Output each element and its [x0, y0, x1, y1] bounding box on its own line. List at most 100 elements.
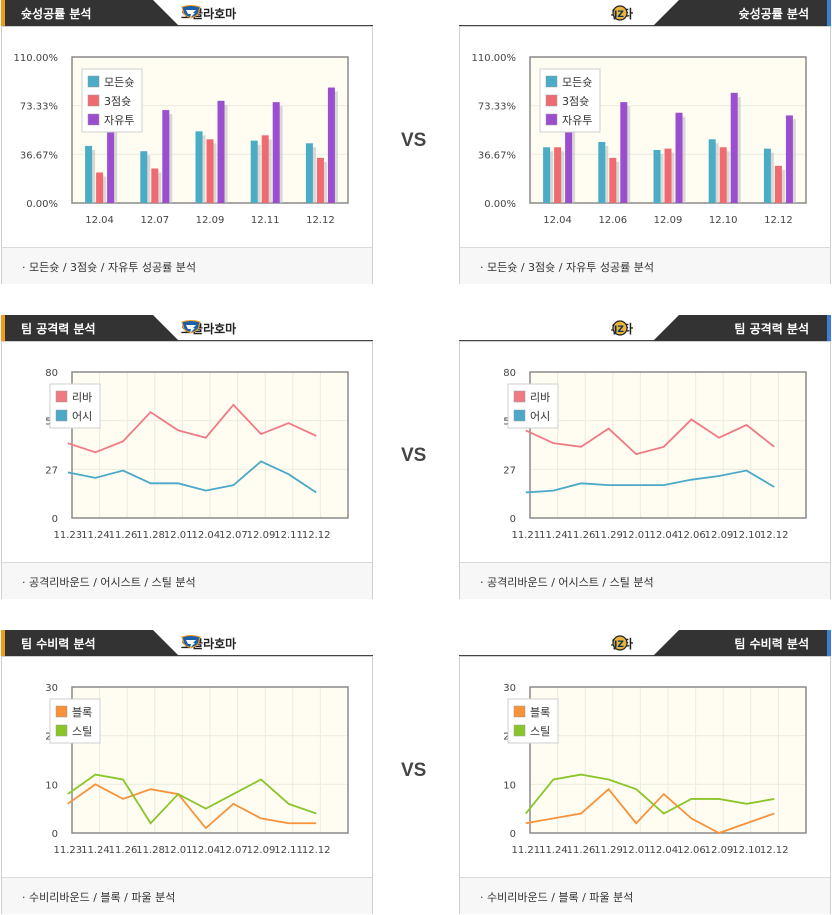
panel-footer: · 수비리바운드 / 블록 / 파울 분석	[2, 877, 372, 914]
legend-label: 리바	[530, 391, 550, 404]
footer-text: · 공격리바운드 / 어시스트 / 스틸 분석	[480, 576, 654, 589]
panel-footer: · 공격리바운드 / 어시스트 / 스틸 분석	[2, 562, 372, 599]
bar	[305, 143, 313, 203]
bar	[272, 102, 280, 203]
x-tick-label: 11.21	[511, 845, 540, 856]
x-tick-label: 11.24	[81, 530, 110, 541]
bar	[620, 102, 628, 203]
x-tick-label: 12.09	[705, 530, 734, 541]
y-tick-label: 30	[503, 683, 516, 694]
legend-swatch	[55, 705, 68, 718]
bar	[708, 139, 716, 203]
bar	[206, 139, 214, 203]
bar	[162, 110, 170, 203]
bar	[554, 147, 562, 203]
x-tick-label: 12.12	[302, 530, 331, 541]
x-tick-label: 12.07	[140, 215, 169, 226]
legend-swatch	[55, 409, 68, 422]
header-tab-shape	[1, 630, 373, 656]
bar	[719, 147, 727, 203]
panel-footer: · 공격리바운드 / 어시스트 / 스틸 분석	[460, 562, 830, 599]
y-tick-label: 10	[45, 780, 58, 791]
y-tick-label: 36.67%	[20, 150, 58, 161]
bar	[195, 131, 203, 203]
x-tick-label: 12.06	[598, 215, 627, 226]
y-tick-label: 10	[503, 780, 516, 791]
legend-label: 3점슛	[562, 95, 589, 108]
x-tick-label: 12.01	[622, 530, 651, 541]
bar	[565, 110, 573, 203]
thunder-logo-icon	[181, 635, 201, 648]
plot-frame	[71, 686, 349, 834]
x-tick-label: 12.11	[251, 215, 280, 226]
vs-label: VS	[401, 445, 427, 466]
bar	[85, 145, 93, 203]
legend-swatch	[513, 390, 526, 403]
y-tick-label: 27	[45, 465, 58, 476]
panel-header: 팀 공격력 분석 오클라호마	[1, 315, 373, 341]
y-tick-label: 0	[52, 829, 58, 840]
x-tick-label: 12.11	[274, 845, 303, 856]
x-tick-label: 11.26	[109, 530, 138, 541]
legend-label: 스틸	[72, 725, 92, 738]
legend-label: 모든슛	[104, 76, 134, 89]
x-tick-label: 12.07	[219, 845, 248, 856]
series-line	[525, 787, 775, 834]
panel-footer: · 모든슛 / 3점슛 / 자유투 성공률 분석	[460, 247, 830, 284]
x-tick-label: 12.09	[196, 215, 225, 226]
bar	[151, 168, 159, 203]
chart: 302010011.2311.2411.2611.2812.0112.0412.…	[45, 683, 349, 856]
legend-label: 모든슛	[562, 76, 592, 89]
bar	[107, 107, 115, 203]
chart: 110.00% 73.33% 36.67% 0.00% 12.04 12.06 12.09 1…	[472, 53, 807, 226]
legend-swatch	[513, 409, 526, 422]
bar	[763, 148, 771, 203]
y-tick-label: 80	[503, 368, 516, 379]
series-line	[67, 773, 317, 825]
footer-text: · 모든슛 / 3점슛 / 자유투 성공률 분석	[22, 261, 196, 274]
x-tick-label: 11.24	[81, 845, 110, 856]
x-tick-label: 12.09	[654, 215, 683, 226]
x-tick-label: 12.01	[164, 845, 193, 856]
legend-label: 리바	[72, 391, 92, 404]
y-tick-label: 110.00%	[14, 53, 59, 64]
y-tick-label: 73.33%	[478, 102, 516, 113]
series-line	[67, 403, 317, 454]
legend-label: 자유투	[104, 114, 134, 127]
panel-title: 팀 공격력 분석	[734, 322, 809, 336]
panel-footer: · 모든슛 / 3점슛 / 자유투 성공률 분석	[2, 247, 372, 284]
x-tick-label: 11.29	[594, 845, 623, 856]
x-tick-label: 12.04	[191, 530, 220, 541]
x-tick-label: 11.29	[594, 530, 623, 541]
team-name: 유타JZ	[611, 320, 633, 337]
series-line	[67, 460, 317, 494]
legend-label: 블록	[530, 706, 550, 719]
x-tick-label: 12.01	[622, 845, 651, 856]
chart-box: · 수비리바운드 / 블록 / 파울 분석302010011.2111.2411…	[459, 656, 831, 914]
x-tick-label: 12.09	[247, 530, 276, 541]
legend-swatch	[513, 705, 526, 718]
panel-title: 팀 수비력 분석	[21, 637, 96, 651]
header-tab-shape	[459, 630, 831, 656]
panel-title: 팀 공격력 분석	[21, 322, 96, 336]
bar	[261, 135, 269, 203]
panel-offense-uta: 팀 공격력 분석유타JZ· 공격리바운드 / 어시스트 / 스틸 분석80532…	[459, 315, 831, 599]
chart: 805327011.2311.2411.2611.2812.0112.0412.…	[45, 368, 349, 541]
footer-text: · 수비리바운드 / 블록 / 파울 분석	[480, 891, 634, 904]
x-tick-label: 11.23	[53, 530, 82, 541]
x-tick-label: 12.04	[191, 845, 220, 856]
bar	[730, 92, 738, 203]
y-tick-label: 27	[503, 465, 516, 476]
chart-box: · 수비리바운드 / 블록 / 파울 분석302010011.2311.2411…	[1, 656, 373, 914]
jazz-logo-icon: JZ	[612, 635, 628, 651]
series-line	[525, 469, 775, 494]
x-tick-label: 11.28	[136, 530, 165, 541]
legend-swatch	[55, 724, 68, 737]
x-tick-label: 12.12	[760, 845, 789, 856]
x-tick-label: 11.26	[109, 845, 138, 856]
x-tick-label: 11.26	[567, 530, 596, 541]
footer-text: · 수비리바운드 / 블록 / 파울 분석	[22, 891, 176, 904]
footer-text: · 모든슛 / 3점슛 / 자유투 성공률 분석	[480, 261, 654, 274]
